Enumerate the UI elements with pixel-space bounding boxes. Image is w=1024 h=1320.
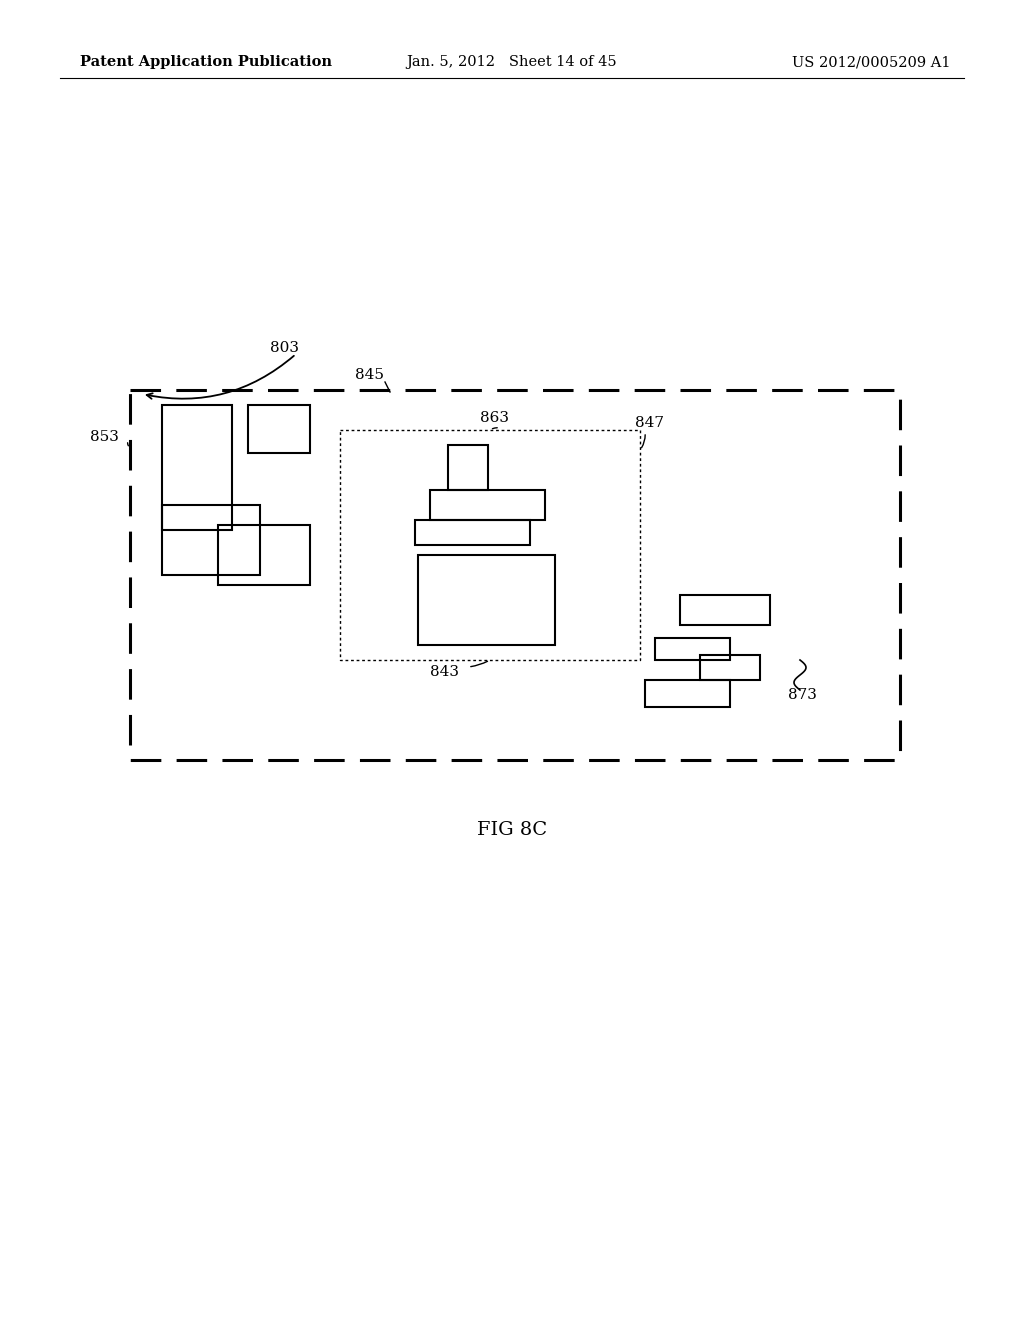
Text: 843: 843 [430, 665, 459, 678]
Text: 873: 873 [788, 688, 817, 702]
Bar [218, 525, 310, 585]
Bar [418, 554, 555, 645]
Bar [130, 389, 900, 760]
Bar [700, 655, 760, 680]
Text: Patent Application Publication: Patent Application Publication [80, 55, 332, 69]
Bar [449, 445, 488, 490]
Text: 847: 847 [635, 416, 664, 430]
Text: 863: 863 [480, 411, 509, 425]
Text: 803: 803 [270, 341, 299, 355]
Bar [655, 638, 730, 660]
Bar [415, 520, 530, 545]
Text: 845: 845 [355, 368, 384, 381]
Bar [162, 506, 260, 576]
Bar [340, 430, 640, 660]
Bar [430, 490, 545, 520]
Bar [645, 680, 730, 708]
Bar [248, 405, 310, 453]
Bar [680, 595, 770, 624]
Text: Jan. 5, 2012   Sheet 14 of 45: Jan. 5, 2012 Sheet 14 of 45 [407, 55, 617, 69]
Text: FIG 8C: FIG 8C [477, 821, 547, 840]
Text: US 2012/0005209 A1: US 2012/0005209 A1 [792, 55, 950, 69]
Bar [162, 405, 232, 531]
Text: 853: 853 [90, 430, 119, 444]
